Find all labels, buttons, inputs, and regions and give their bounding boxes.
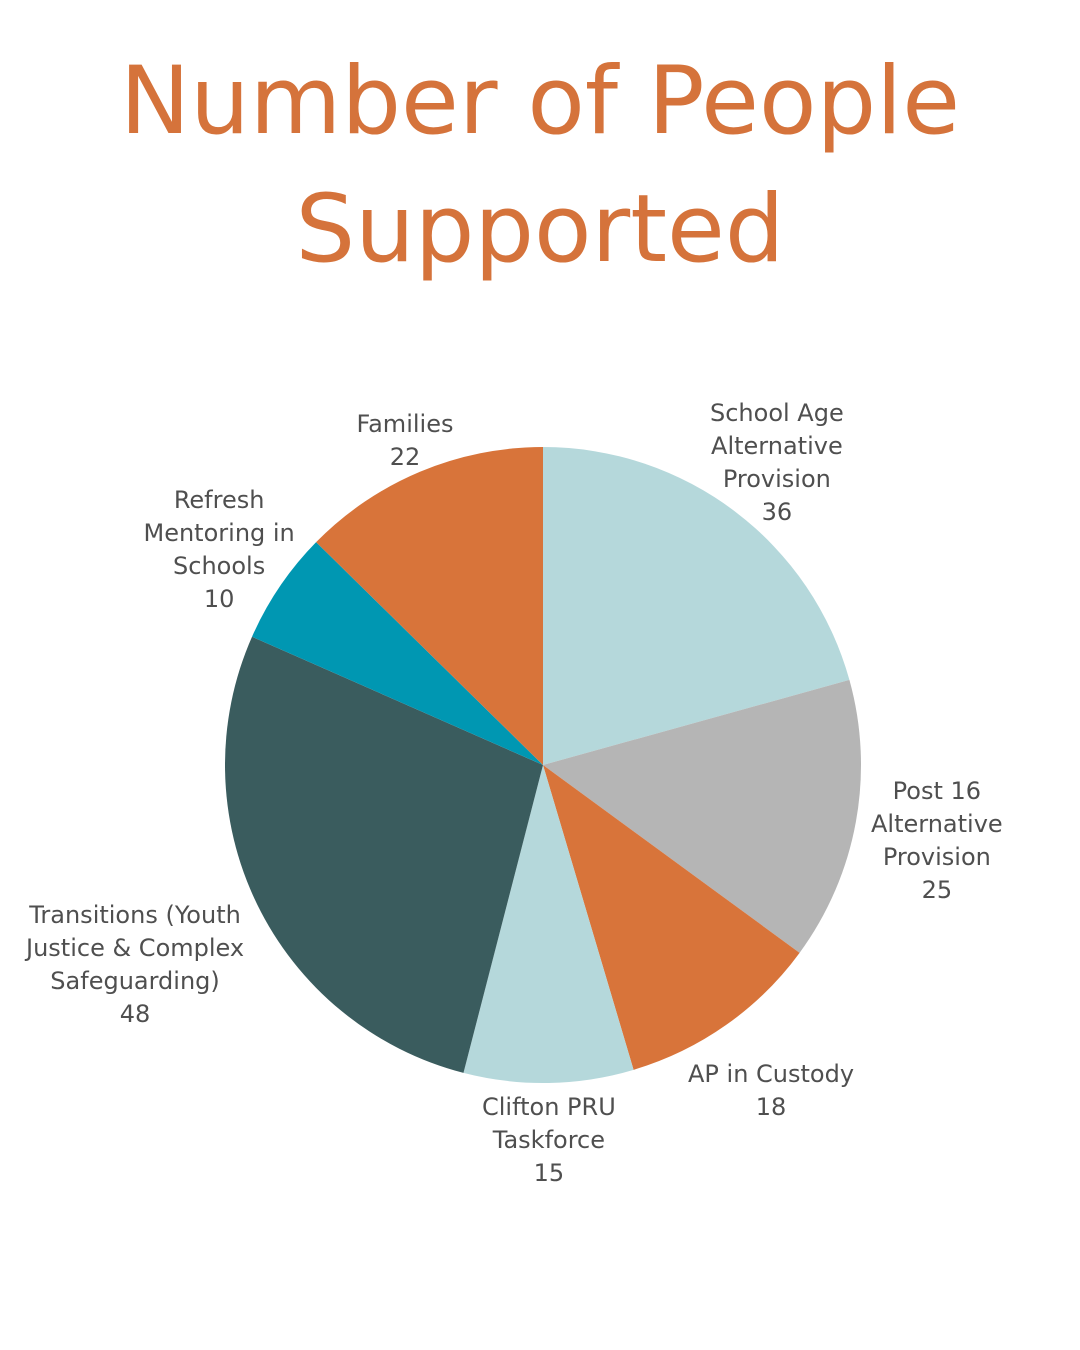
pie-label-value-1: 25: [921, 876, 953, 904]
pie-slice-5: [252, 542, 543, 765]
pie-label-text-6: Families: [356, 410, 454, 438]
pie-label-value-2: 18: [755, 1093, 787, 1121]
pie-label-text-4: Transitions (Youth Justice & Complex Saf…: [26, 901, 245, 995]
pie-label-text-3: Clifton PRU Taskforce: [482, 1093, 616, 1154]
pie-label-value-5: 10: [203, 585, 235, 613]
pie-label-1: Post 16 Alternative Provision 25: [871, 775, 1003, 907]
pie-label-text-1: Post 16 Alternative Provision: [871, 777, 1003, 871]
pie-label-2: AP in Custody 18: [688, 1058, 854, 1124]
pie-slice-2: [543, 765, 800, 1070]
chart-title: Number of People Supported: [0, 38, 1080, 294]
pie-label-value-3: 15: [533, 1159, 565, 1187]
pie-label-value-6: 22: [389, 443, 421, 471]
pie-label-4: Transitions (Youth Justice & Complex Saf…: [26, 899, 244, 1031]
pie-label-5: Refresh Mentoring in Schools 10: [144, 484, 295, 616]
chart-title-line-1: Number of People: [119, 47, 961, 156]
pie-slice-6: [316, 447, 543, 765]
chart-title-line-2: Supported: [295, 175, 785, 284]
pie-label-value-4: 48: [119, 1000, 151, 1028]
pie-slice-3: [463, 765, 634, 1083]
pie-label-text-5: Refresh Mentoring in Schools: [143, 486, 295, 580]
pie-label-text-2: AP in Custody: [688, 1060, 855, 1088]
pie-slice-1: [543, 679, 861, 953]
pie-label-text-0: School Age Alternative Provision: [710, 399, 844, 493]
pie-slice-0: [543, 447, 850, 765]
pie-label-3: Clifton PRU Taskforce 15: [482, 1091, 616, 1190]
pie-label-6: Families 22: [357, 408, 454, 474]
pie-slice-4: [225, 636, 544, 1073]
pie-label-value-0: 36: [761, 498, 793, 526]
pie-label-0: School Age Alternative Provision 36: [710, 397, 844, 529]
